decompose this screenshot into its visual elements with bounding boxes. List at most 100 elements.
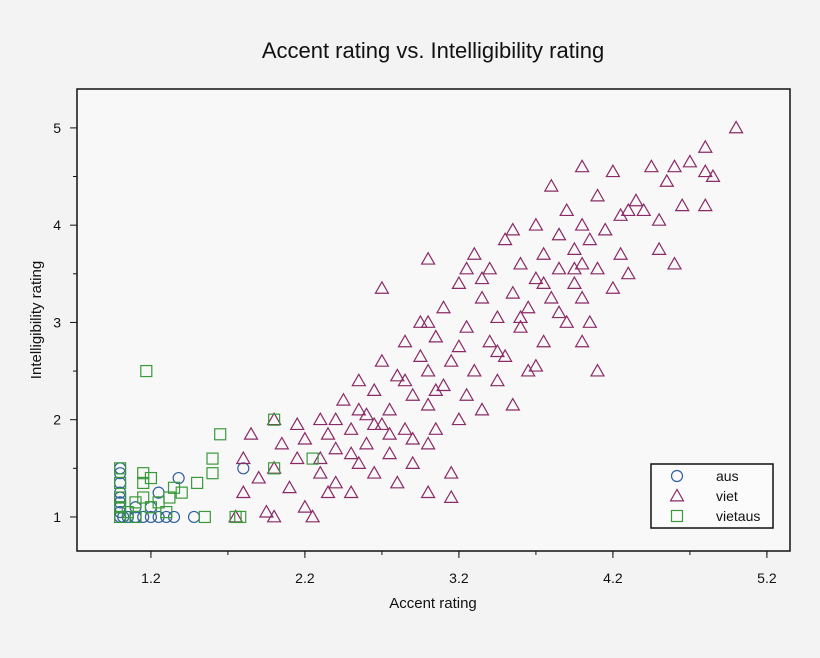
y-axis-label: Intelligibility rating bbox=[28, 261, 45, 379]
data-point-viet bbox=[728, 120, 744, 134]
data-point-viet bbox=[328, 441, 344, 455]
data-point-viet bbox=[251, 470, 267, 484]
data-point-viet bbox=[566, 241, 582, 255]
data-point-vietaus bbox=[144, 501, 158, 514]
data-point-aus bbox=[152, 510, 165, 524]
data-point-viet bbox=[459, 319, 475, 333]
data-point-viet bbox=[466, 246, 482, 260]
data-point-viet bbox=[389, 475, 405, 489]
data-point-viet bbox=[636, 202, 652, 217]
data-point-vietaus bbox=[234, 510, 247, 524]
data-point-viet bbox=[412, 314, 428, 328]
y-tick-label: 1 bbox=[53, 509, 61, 525]
data-point-viet bbox=[489, 373, 505, 387]
data-point-viet bbox=[566, 275, 582, 290]
x-tick-label: 5.2 bbox=[757, 570, 777, 586]
data-point-vietaus bbox=[137, 467, 150, 480]
data-point-viet bbox=[659, 173, 675, 187]
data-point-vietaus bbox=[167, 481, 181, 494]
data-point-viet bbox=[343, 421, 359, 435]
x-tick-label: 4.2 bbox=[603, 570, 623, 586]
legend: aus viet vietaus bbox=[650, 463, 774, 529]
data-point-viet bbox=[405, 455, 421, 469]
data-point-viet bbox=[228, 509, 244, 523]
data-point-viet bbox=[666, 256, 683, 270]
data-point-vietaus bbox=[206, 467, 219, 480]
data-point-viet bbox=[351, 402, 367, 416]
chart-title: Accent rating vs. Intelligibility rating bbox=[262, 38, 604, 63]
data-point-vietaus bbox=[206, 452, 219, 465]
data-point-vietaus bbox=[306, 452, 319, 465]
data-point-viet bbox=[366, 465, 382, 479]
data-point-viet bbox=[551, 261, 567, 275]
data-point-viet bbox=[382, 426, 398, 440]
data-point-viet bbox=[543, 178, 559, 192]
data-point-viet bbox=[374, 280, 390, 294]
data-point-viet bbox=[536, 334, 552, 348]
series-vietaus bbox=[114, 364, 319, 524]
data-point-viet bbox=[235, 484, 251, 499]
data-point-vietaus bbox=[163, 491, 176, 504]
data-point-vietaus bbox=[114, 510, 127, 524]
data-point-viet bbox=[435, 377, 452, 392]
y-tick-label: 2 bbox=[53, 412, 61, 428]
data-point-viet bbox=[343, 446, 359, 460]
data-point-viet bbox=[397, 373, 413, 387]
data-point-viet bbox=[697, 163, 713, 178]
data-point-vietaus bbox=[129, 510, 142, 524]
y-axis-ticks: 1 2 3 4 5 bbox=[53, 120, 77, 525]
data-point-viet bbox=[651, 241, 667, 255]
data-point-viet bbox=[443, 489, 459, 503]
data-point-viet bbox=[574, 256, 590, 270]
data-point-viet bbox=[443, 465, 459, 479]
data-point-viet bbox=[497, 232, 513, 246]
data-point-viet bbox=[559, 314, 575, 328]
data-point-viet bbox=[613, 246, 629, 260]
data-point-viet bbox=[266, 509, 282, 523]
data-point-vietaus bbox=[114, 491, 127, 504]
data-point-vietaus bbox=[137, 491, 150, 504]
data-point-viet bbox=[574, 290, 590, 304]
data-point-viet bbox=[574, 159, 590, 173]
data-point-viet bbox=[551, 304, 567, 319]
data-point-viet bbox=[335, 392, 351, 406]
data-point-vietaus bbox=[214, 428, 227, 441]
y-tick-label: 4 bbox=[53, 217, 61, 233]
data-point-viet bbox=[520, 300, 536, 314]
data-point-viet bbox=[474, 290, 490, 304]
data-point-vietaus bbox=[144, 471, 158, 485]
data-point-vietaus bbox=[114, 501, 127, 514]
data-point-viet bbox=[328, 411, 344, 426]
data-point-viet bbox=[566, 261, 582, 275]
data-point-viet bbox=[420, 363, 436, 377]
data-point-viet bbox=[528, 270, 544, 285]
data-point-viet bbox=[420, 314, 436, 328]
data-point-viet bbox=[297, 499, 313, 513]
data-point-vietaus bbox=[175, 486, 188, 499]
data-point-viet bbox=[613, 207, 629, 221]
data-point-viet bbox=[597, 222, 613, 236]
data-point-viet bbox=[674, 198, 690, 212]
data-point-viet bbox=[697, 198, 713, 212]
legend-label: aus bbox=[716, 468, 739, 484]
data-point-viet bbox=[582, 232, 598, 246]
legend-label: viet bbox=[716, 488, 738, 504]
data-point-viet bbox=[320, 484, 336, 499]
x-axis-label: Accent rating bbox=[389, 595, 477, 612]
data-point-viet bbox=[605, 163, 621, 178]
data-point-vietaus bbox=[268, 413, 281, 426]
legend-marker-viet bbox=[669, 488, 685, 502]
data-point-viet bbox=[697, 139, 713, 153]
data-point-viet bbox=[589, 261, 606, 275]
data-point-viet bbox=[412, 348, 428, 362]
data-point-viet bbox=[374, 353, 390, 367]
data-point-viet bbox=[705, 168, 721, 183]
data-point-viet bbox=[505, 222, 521, 236]
data-point-vietaus bbox=[114, 476, 127, 490]
data-point-viet bbox=[397, 421, 413, 435]
data-point-viet bbox=[443, 353, 459, 367]
data-point-vietaus bbox=[191, 476, 204, 490]
data-point-viet bbox=[512, 309, 529, 324]
data-point-viet bbox=[297, 431, 313, 445]
